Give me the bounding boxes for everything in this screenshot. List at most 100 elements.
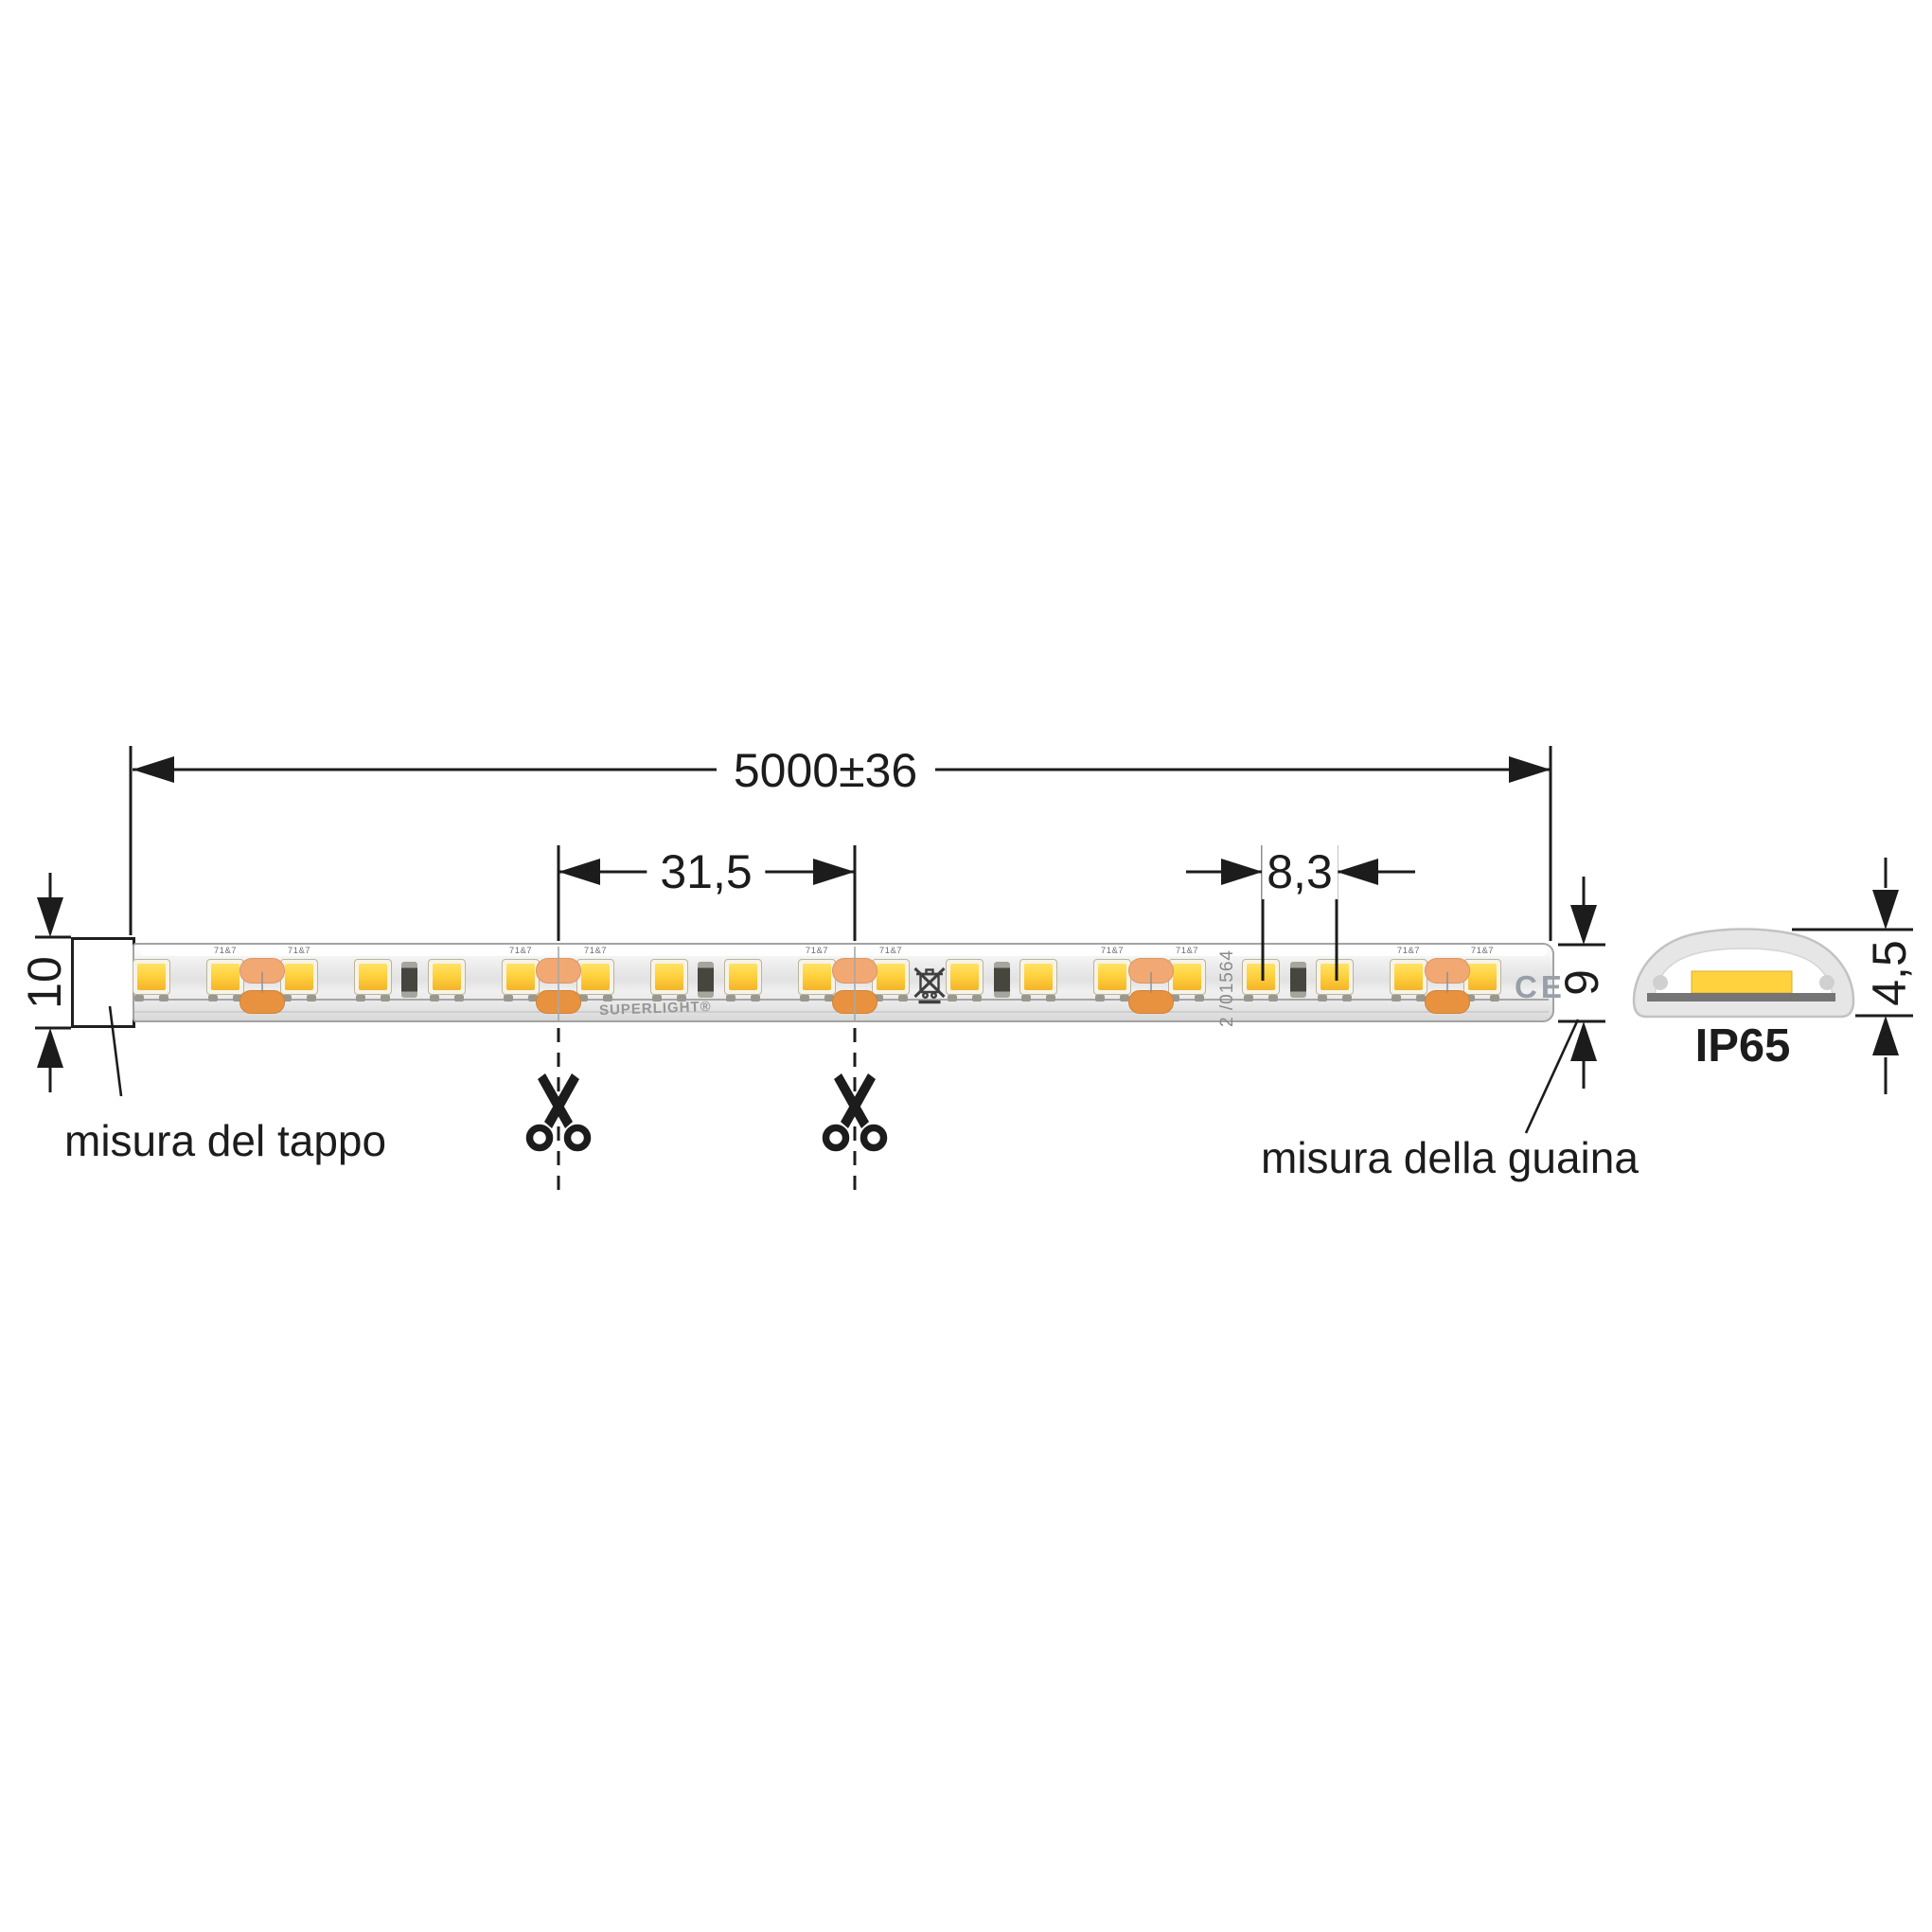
led-solder-foot bbox=[1120, 995, 1129, 1001]
led-chip bbox=[1019, 959, 1057, 995]
led-solder-foot bbox=[1170, 995, 1179, 1001]
led-solder-foot bbox=[208, 995, 218, 1001]
cap-height-label: 10 bbox=[18, 956, 71, 1009]
led-phosphor bbox=[581, 964, 610, 990]
led-phosphor bbox=[359, 964, 387, 990]
led-solder-foot bbox=[1465, 995, 1475, 1001]
cut-tick-mark bbox=[1150, 972, 1152, 993]
ip-rating-label: IP65 bbox=[1694, 1020, 1791, 1072]
scissors-icon bbox=[530, 1073, 588, 1148]
led-phosphor bbox=[1024, 964, 1053, 990]
led-solder-foot bbox=[528, 995, 538, 1001]
led-phosphor bbox=[1394, 964, 1423, 990]
cut-tick-mark bbox=[1446, 972, 1448, 993]
cap-note: misura del tappo bbox=[64, 1116, 387, 1165]
sheath-leader-line bbox=[1524, 1019, 1580, 1134]
led-chip bbox=[502, 959, 540, 995]
end-cap bbox=[71, 937, 135, 1028]
led-phosphor bbox=[1098, 964, 1126, 990]
led-solder-foot bbox=[1021, 995, 1031, 1001]
led-solder-foot bbox=[1195, 995, 1204, 1001]
led-solder-foot bbox=[726, 995, 736, 1001]
led-solder-foot bbox=[972, 995, 982, 1001]
led-marking-text: 71&7 bbox=[1100, 946, 1125, 956]
cross-section-led bbox=[1691, 970, 1793, 994]
scissors-icon bbox=[826, 1073, 884, 1148]
dome-cavity bbox=[1654, 948, 1834, 997]
led-marking-text: 71&7 bbox=[1396, 946, 1421, 956]
profile-height-label: 4,5 bbox=[1863, 940, 1916, 1006]
led-marking-text: 71&7 bbox=[805, 946, 829, 956]
led-phosphor bbox=[137, 964, 166, 990]
led-chip bbox=[354, 959, 392, 995]
led-phosphor bbox=[950, 964, 979, 990]
cross-section-pcb bbox=[1647, 993, 1835, 1001]
led-solder-foot bbox=[1342, 995, 1352, 1001]
led-marking-text: 71&7 bbox=[287, 946, 311, 956]
cut-solder-pad-top bbox=[239, 958, 285, 984]
led-solder-foot bbox=[307, 995, 316, 1001]
led-phosphor bbox=[1247, 964, 1275, 990]
led-solder-foot bbox=[603, 995, 612, 1001]
led-chip bbox=[206, 959, 244, 995]
led-phosphor bbox=[211, 964, 239, 990]
silicone-dome bbox=[1632, 928, 1855, 1019]
cut-tick-mark bbox=[261, 972, 263, 993]
led-phosphor bbox=[803, 964, 831, 990]
led-solder-foot bbox=[134, 995, 144, 1001]
led-chip bbox=[428, 959, 466, 995]
led-solder-foot bbox=[874, 995, 883, 1001]
cut-solder-pad-bottom bbox=[1425, 990, 1470, 1014]
led-solder-foot bbox=[800, 995, 809, 1001]
resistor bbox=[401, 962, 417, 998]
cross-section bbox=[1632, 928, 1855, 1019]
led-phosphor bbox=[655, 964, 683, 990]
led-chip bbox=[280, 959, 318, 995]
led-solder-foot bbox=[454, 995, 464, 1001]
led-chip bbox=[872, 959, 910, 995]
resistor bbox=[698, 962, 714, 998]
total-length-label: 5000±36 bbox=[719, 743, 931, 798]
led-solder-foot bbox=[1391, 995, 1401, 1001]
led-solder-foot bbox=[1416, 995, 1426, 1001]
resistor bbox=[994, 962, 1010, 998]
led-pitch-label: 8,3 bbox=[1262, 844, 1338, 899]
led-solder-foot bbox=[677, 995, 686, 1001]
led-chip bbox=[576, 959, 614, 995]
led-chip bbox=[724, 959, 762, 995]
led-phosphor bbox=[1468, 964, 1497, 990]
led-solder-foot bbox=[898, 995, 908, 1001]
led-marking-text: 71&7 bbox=[583, 946, 608, 956]
led-chip bbox=[798, 959, 836, 995]
led-phosphor bbox=[506, 964, 535, 990]
cut-line-mark bbox=[558, 947, 559, 1020]
led-phosphor bbox=[729, 964, 757, 990]
led-marking-text: 71&7 bbox=[508, 946, 533, 956]
led-solder-foot bbox=[578, 995, 588, 1001]
led-solder-foot bbox=[1268, 995, 1278, 1001]
sheath-height-label: 9 bbox=[1555, 969, 1608, 996]
led-phosphor bbox=[433, 964, 461, 990]
led-marking-text: 71&7 bbox=[878, 946, 903, 956]
led-solder-foot bbox=[652, 995, 662, 1001]
led-chip bbox=[1242, 959, 1280, 995]
led-solder-foot bbox=[751, 995, 760, 1001]
led-chip bbox=[1463, 959, 1501, 995]
led-solder-foot bbox=[381, 995, 390, 1001]
led-chip bbox=[1316, 959, 1354, 995]
led-solder-foot bbox=[1490, 995, 1499, 1001]
led-phosphor bbox=[285, 964, 313, 990]
led-phosphor bbox=[1320, 964, 1349, 990]
led-solder-foot bbox=[282, 995, 292, 1001]
led-solder-foot bbox=[1095, 995, 1105, 1001]
led-solder-foot bbox=[824, 995, 834, 1001]
led-solder-foot bbox=[1244, 995, 1253, 1001]
led-marking-text: 71&7 bbox=[1470, 946, 1495, 956]
ce-mark: CE bbox=[1515, 969, 1566, 1004]
led-chip bbox=[650, 959, 688, 995]
led-solder-foot bbox=[159, 995, 168, 1001]
led-chip bbox=[133, 959, 170, 995]
resistor bbox=[1290, 962, 1306, 998]
sheath-note: misura della guaina bbox=[1261, 1133, 1639, 1182]
